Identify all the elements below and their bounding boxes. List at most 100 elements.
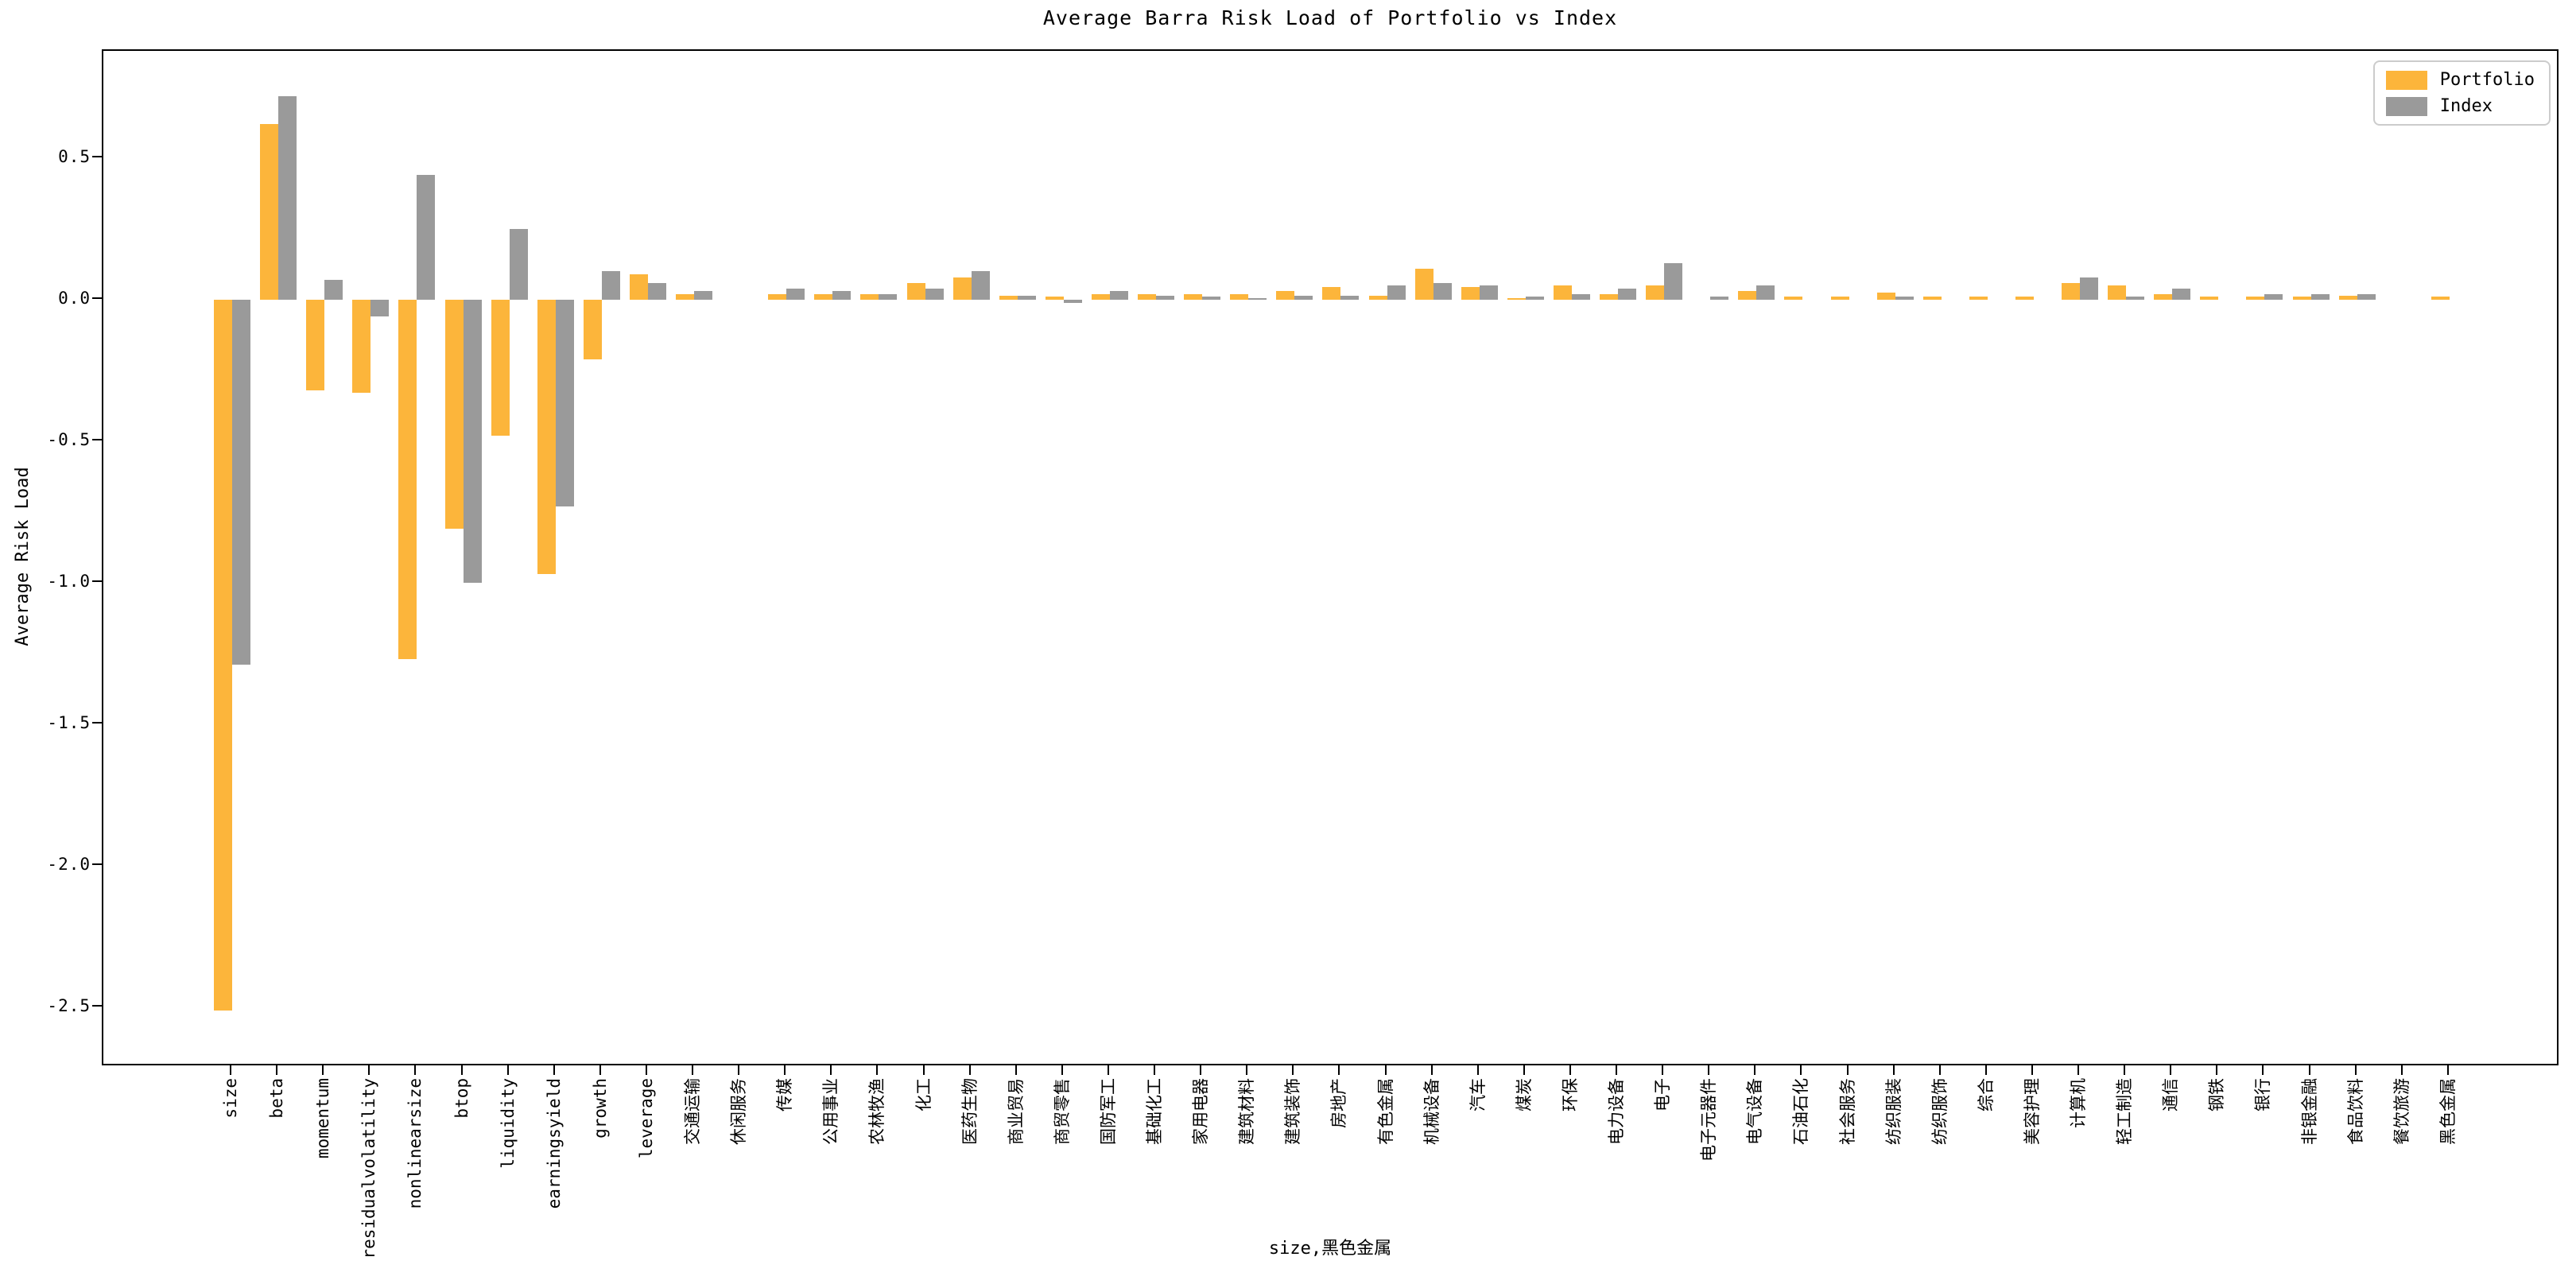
y-tick-label: -2.0 (47, 855, 91, 874)
x-tick-label: 基础化工 (1145, 1078, 1164, 1145)
x-tick-label: 传媒 (775, 1078, 795, 1111)
x-tick-mark (1754, 1065, 1756, 1075)
bar-portfolio (583, 300, 602, 359)
x-tick-mark (1476, 1065, 1479, 1075)
bar-portfolio (1830, 297, 1849, 300)
x-tick-label: 电气设备 (1745, 1078, 1765, 1145)
x-tick-label: leverage (636, 1078, 656, 1159)
x-tick-label: btop (452, 1078, 471, 1119)
bar-portfolio (491, 300, 510, 436)
x-tick-mark (1892, 1065, 1895, 1075)
x-tick-label: 钢铁 (2207, 1078, 2227, 1111)
bar-index (370, 300, 390, 317)
y-tick-mark (92, 297, 102, 299)
x-tick-mark (414, 1065, 417, 1075)
x-tick-label: 房地产 (1329, 1078, 1349, 1128)
y-tick-label: -2.5 (47, 996, 91, 1015)
bar-portfolio (1138, 293, 1156, 300)
x-tick-mark (1107, 1065, 1109, 1075)
x-tick-mark (1200, 1065, 1202, 1075)
x-tick-mark (922, 1065, 925, 1075)
bar-portfolio (629, 274, 648, 300)
bar-portfolio (1646, 285, 1665, 300)
x-tick-label: 食品饮料 (2345, 1078, 2365, 1145)
bar-index (1664, 262, 1683, 300)
y-tick-mark (92, 439, 102, 440)
bar-portfolio (306, 300, 325, 390)
bar-portfolio (2246, 297, 2265, 300)
bar-index (2264, 293, 2283, 300)
bar-index (1756, 285, 1775, 300)
x-tick-label: 建筑材料 (1237, 1078, 1257, 1145)
x-tick-mark (2262, 1065, 2264, 1075)
bar-portfolio (2338, 295, 2357, 300)
y-tick-label: -1.0 (47, 572, 91, 591)
x-tick-label: 有色金属 (1375, 1078, 1395, 1145)
bar-portfolio (398, 300, 417, 660)
x-tick-mark (738, 1065, 740, 1075)
x-tick-mark (1246, 1065, 1248, 1075)
bar-index (1571, 293, 1590, 300)
x-tick-mark (230, 1065, 231, 1075)
x-tick-mark (1984, 1065, 1987, 1075)
x-tick-label: growth (590, 1078, 610, 1139)
bar-portfolio (1091, 293, 1110, 300)
x-tick-mark (1800, 1065, 1802, 1075)
bar-portfolio (906, 282, 925, 300)
bar-index (879, 293, 898, 300)
bar-portfolio (2108, 285, 2127, 300)
bar-index (2080, 277, 2098, 300)
x-tick-label: 非银金融 (2299, 1078, 2319, 1145)
x-tick-label: size (221, 1078, 240, 1119)
bar-portfolio (2062, 282, 2080, 300)
x-tick-mark (1292, 1065, 1294, 1075)
x-tick-label: earningsyield (544, 1078, 564, 1209)
bar-portfolio (860, 293, 879, 300)
y-tick-label: 0.0 (58, 289, 91, 308)
x-tick-label: residualvolatility (359, 1078, 379, 1259)
x-tick-mark (876, 1065, 879, 1075)
bar-portfolio (1738, 291, 1757, 300)
x-tick-mark (368, 1065, 370, 1075)
y-tick-mark (92, 156, 102, 157)
x-tick-label: 家用电器 (1191, 1078, 1211, 1145)
y-tick-mark (92, 580, 102, 582)
bar-index (1710, 297, 1729, 300)
bar-portfolio (2292, 297, 2311, 300)
x-tick-label: 电子元器件 (1699, 1078, 1719, 1162)
bar-index (324, 280, 343, 300)
bar-portfolio (1045, 297, 1064, 300)
x-tick-mark (599, 1065, 601, 1075)
bar-index (1387, 285, 1406, 300)
bar-index (278, 95, 297, 300)
x-tick-label: 纺织服装 (1884, 1078, 1903, 1145)
x-tick-label: 交通运输 (683, 1078, 702, 1145)
x-tick-label: 计算机 (2069, 1078, 2088, 1128)
x-tick-label: 汽车 (1468, 1078, 1488, 1111)
portfolio-swatch-icon (2385, 70, 2427, 90)
bar-index (1017, 295, 1036, 300)
x-tick-mark (692, 1065, 693, 1075)
bar-index (1202, 297, 1221, 300)
bar-index (786, 288, 805, 300)
y-tick-mark (92, 863, 102, 865)
x-tick-mark (2124, 1065, 2126, 1075)
bar-index (832, 291, 852, 300)
x-tick-label: 机械设备 (1422, 1078, 1441, 1145)
x-tick-mark (1708, 1065, 1710, 1075)
x-tick-mark (2400, 1065, 2403, 1075)
bar-portfolio (2154, 293, 2173, 300)
bar-index (1433, 282, 1452, 300)
bar-index (1895, 297, 1914, 300)
x-tick-mark (1662, 1065, 1664, 1075)
bar-index (694, 291, 712, 300)
y-tick-mark (92, 1005, 102, 1007)
x-tick-mark (2446, 1065, 2449, 1075)
chart-title: Average Barra Risk Load of Portfolio vs … (1042, 6, 1618, 29)
x-tick-mark (322, 1065, 324, 1075)
bar-portfolio (814, 293, 833, 300)
x-tick-mark (1061, 1065, 1063, 1075)
x-tick-mark (1846, 1065, 1849, 1075)
x-tick-label: 电力设备 (1607, 1078, 1626, 1145)
x-tick-mark (1384, 1065, 1387, 1075)
